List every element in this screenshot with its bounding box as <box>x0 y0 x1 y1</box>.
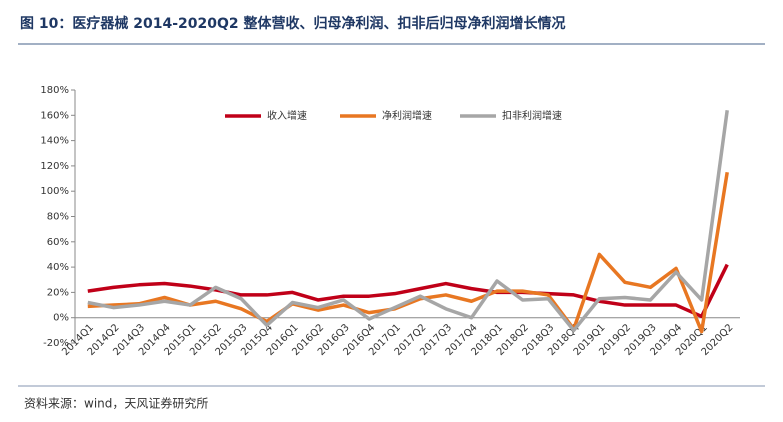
y-tick-label: -20% <box>43 338 69 349</box>
y-tick-label: 140% <box>40 136 69 147</box>
legend-label: 扣非利润增速 <box>502 109 562 122</box>
y-tick-label: 60% <box>47 237 69 248</box>
series-line <box>87 110 729 333</box>
y-tick-label: 20% <box>47 287 69 298</box>
source: 资料来源：wind，天风证券研究所 <box>24 396 208 411</box>
y-tick-label: 180% <box>40 85 69 96</box>
y-tick-label: 160% <box>40 110 69 121</box>
y-tick-label: 120% <box>40 161 69 172</box>
y-tick-label: 100% <box>40 186 69 197</box>
legend-label: 净利润增速 <box>382 109 432 122</box>
y-tick-label: 40% <box>47 262 69 273</box>
series-line <box>87 171 729 334</box>
y-tick-label: 0% <box>53 313 69 324</box>
legend-label: 收入增速 <box>267 109 307 122</box>
y-tick-label: 80% <box>47 212 69 223</box>
chart-title: 图 10：医疗器械 2014-2020Q2 整体营收、归母净利润、扣非后归母净利… <box>20 15 566 32</box>
series-line <box>87 263 729 319</box>
